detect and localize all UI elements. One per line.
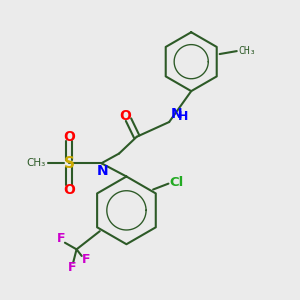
Text: F: F [68, 261, 76, 274]
Text: N: N [170, 107, 182, 121]
Text: H: H [178, 110, 188, 123]
Text: CH₃: CH₃ [238, 46, 256, 56]
Text: O: O [63, 130, 75, 144]
Text: F: F [57, 232, 65, 245]
Text: F: F [82, 253, 90, 266]
Text: CH₃: CH₃ [26, 158, 46, 168]
Text: Cl: Cl [169, 176, 184, 189]
Text: N: N [97, 164, 108, 178]
Text: O: O [63, 183, 75, 197]
Text: O: O [120, 109, 131, 122]
Text: S: S [64, 156, 74, 171]
